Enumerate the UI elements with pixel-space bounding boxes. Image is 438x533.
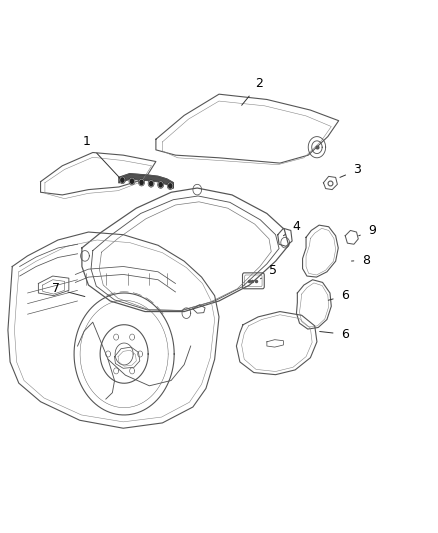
Text: 2: 2 [242,77,263,106]
Text: 6: 6 [328,289,349,302]
Circle shape [168,183,173,189]
Text: 4: 4 [283,220,300,236]
Text: 3: 3 [340,164,361,177]
Text: 9: 9 [359,224,376,237]
Text: 6: 6 [320,328,349,341]
Text: 1: 1 [82,135,121,180]
Circle shape [158,182,163,188]
Circle shape [139,179,144,185]
Circle shape [129,178,134,184]
FancyBboxPatch shape [245,275,262,287]
Text: 5: 5 [261,264,277,279]
FancyBboxPatch shape [243,273,264,289]
Circle shape [120,177,125,183]
Text: 7: 7 [52,282,85,296]
Circle shape [148,180,154,187]
Polygon shape [119,174,173,188]
Text: 8: 8 [351,254,370,266]
